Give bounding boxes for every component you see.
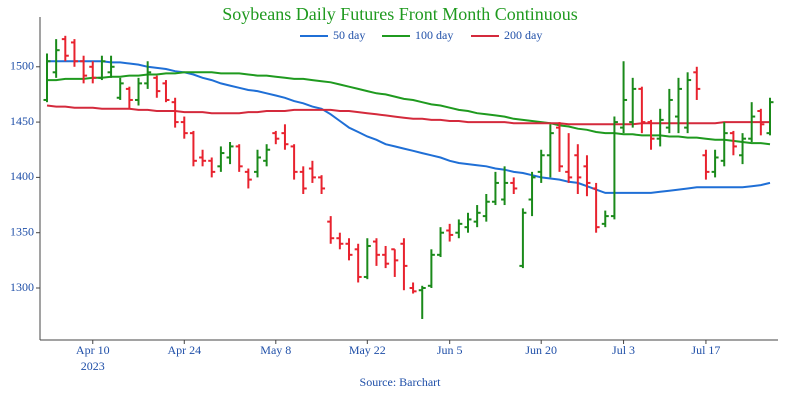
y-tick-label: 1450	[10, 114, 34, 128]
y-tick-label: 1400	[10, 169, 34, 183]
x-tick-label: Apr 10	[76, 343, 110, 357]
legend-label: 100 day	[415, 28, 453, 42]
moving-average-line	[47, 71, 771, 146]
x-tick-label: Jul 3	[612, 343, 635, 357]
x-tick-label: May 22	[349, 343, 386, 357]
x-tick-label: Apr 24	[167, 343, 201, 357]
x-tick-label: Jul 17	[691, 343, 720, 357]
source-note: Source: Barchart	[360, 375, 442, 389]
chart-title: Soybeans Daily Futures Front Month Conti…	[222, 4, 578, 24]
x-tick-label: Jun 5	[437, 343, 463, 357]
legend-label: 200 day	[504, 28, 542, 42]
moving-average-line	[47, 60, 771, 194]
y-tick-label: 1300	[10, 280, 34, 294]
y-tick-label: 1350	[10, 224, 34, 238]
moving-average-line	[46, 104, 770, 126]
y-tick-label: 1500	[10, 59, 34, 73]
legend-label: 50 day	[333, 28, 365, 42]
x-tick-label: May 8	[260, 343, 291, 357]
x-year-label: 2023	[81, 359, 105, 373]
x-tick-label: Jun 20	[525, 343, 557, 357]
